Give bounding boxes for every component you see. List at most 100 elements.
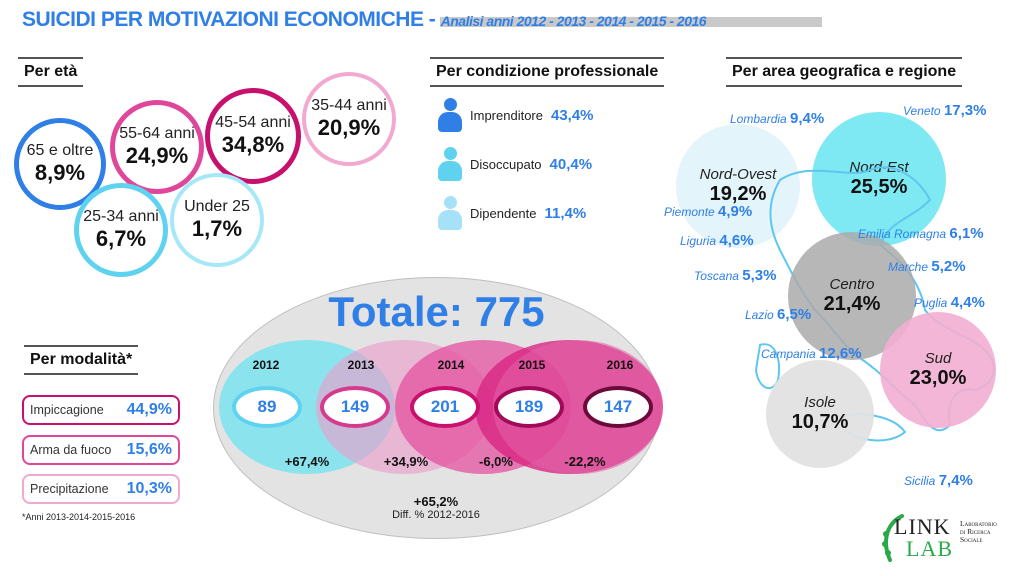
logo-tag-line: Laboratorio [960,519,997,528]
diff-2013-2014: +34,9% [383,454,429,469]
year-label-2012: 2012 [252,358,280,372]
region-name: Lazio [745,308,774,322]
year-value-2012: 89 [232,386,302,428]
title-main: SUICIDI PER MOTIVAZIONI ECONOMICHE - [22,8,441,31]
professional-heading: Per condizione professionale [430,57,665,87]
logo-tag-line: di Ricerca [960,527,991,536]
logo-word-lab: LAB [906,536,953,561]
modality-value: 15,6% [126,441,172,458]
region-name: Sicilia [904,474,936,488]
age-label: 25-34 anni [83,208,159,225]
age-label: 65 e oltre [26,142,94,159]
professional-row-unemployed: Disoccupato 40,4% [436,147,592,181]
region-sicilia: Sicilia 7,4% [904,472,973,489]
region-name: Marche [888,260,929,274]
area-sud: Sud 23,0% [880,312,996,428]
modality-label: Impiccagione [30,403,104,417]
region-liguria: Liguria 4,6% [680,232,754,249]
area-name: Sud [924,350,952,367]
year-value-2013: 149 [320,386,390,428]
modality-footnote: *Anni 2013-2014-2015-2016 [22,512,136,522]
region-name: Emilia Romagna [858,227,947,241]
area-name: Nord-Ovest [699,166,777,183]
area-value: 23,0% [909,367,967,389]
age-value: 6,7% [95,226,147,251]
logo-tag-line: Sociale [960,535,983,544]
region-lombardia: Lombardia 9,4% [730,110,824,127]
professional-value: 43,4% [550,106,594,124]
region-value: 17,3% [943,102,987,119]
professional-label: Imprenditore [470,107,543,123]
area-value: 21,4% [823,293,881,315]
region-value: 4,6% [719,232,754,249]
region-value: 4,4% [950,294,985,311]
year-label-2016: 2016 [606,358,634,372]
geo-heading: Per area geografica e regione [726,57,963,87]
region-campania: Campania 12,6% [761,345,862,362]
year-label-2014: 2014 [437,358,465,372]
title-underline [440,17,822,27]
modality-value: 44,9% [126,401,172,418]
person-icon [436,147,464,181]
professional-row-entrepreneur: Imprenditore 43,4% [436,98,594,132]
diff-2012-2013: +67,4% [284,454,330,469]
age-value: 8,9% [34,160,86,185]
year-value-2015: 189 [494,386,564,428]
region-name: Puglia [914,296,948,310]
logo-word-link: LINK [894,514,951,539]
age-heading: Per età [18,57,84,87]
modality-firearm: Arma da fuoco 15,6% [22,435,180,465]
age-circle-25-34: 25-34 anni 6,7% [74,183,168,277]
modality-label: Arma da fuoco [30,443,112,457]
laurel-icon [882,514,904,562]
region-value: 7,4% [938,472,973,489]
area-value: 25,5% [850,176,908,198]
age-circle-45-54: 45-54 anni 34,8% [205,88,301,184]
region-value: 6,1% [949,225,984,242]
region-value: 5,3% [742,267,777,284]
age-label: 45-54 anni [215,114,291,131]
region-puglia: Puglia 4,4% [914,294,985,311]
region-value: 5,2% [931,258,966,275]
region-lazio: Lazio 6,5% [745,306,811,323]
professional-value: 40,4% [549,155,593,173]
page-title: SUICIDI PER MOTIVAZIONI ECONOMICHE - Ana… [22,8,707,32]
modality-heading: Per modalità* [24,345,139,375]
age-value: 34,8% [221,132,285,157]
age-circle-under-25: Under 25 1,7% [170,173,264,267]
region-value: 6,5% [777,306,812,323]
region-piemonte: Piemonte 4,9% [664,203,752,220]
year-label-2015: 2015 [518,358,546,372]
modality-value: 10,3% [126,480,172,497]
age-label: Under 25 [184,198,250,215]
title-subtitle: Analisi anni 2012 - 2013 - 2014 - 2015 -… [440,13,707,29]
year-value-2016: 147 [583,386,653,428]
region-name: Toscana [694,269,739,283]
age-circle-35-44: 35-44 anni 20,9% [302,72,396,166]
year-value-2014: 201 [410,386,480,428]
diff-2014-2015: -6,0% [479,454,513,469]
region-marche: Marche 5,2% [888,258,966,275]
area-value: 10,7% [791,411,849,433]
region-value: 12,6% [819,345,862,362]
area-centro: Centro 21,4% [788,232,916,360]
professional-row-employee: Dipendente 11,4% [436,196,586,230]
region-emilia-romagna: Emilia Romagna 6,1% [858,225,984,242]
age-circle-55-64: 55-64 anni 24,9% [110,100,204,194]
age-value: 20,9% [317,115,381,140]
region-name: Lombardia [730,112,787,126]
region-value: 9,4% [790,110,825,127]
age-value: 24,9% [125,143,189,168]
professional-label: Disoccupato [470,156,542,172]
region-value: 4,9% [718,203,753,220]
total-diff-value: +65,2% [413,494,459,509]
age-value: 1,7% [191,216,243,241]
diff-2015-2016: -22,2% [564,454,606,469]
region-toscana: Toscana 5,3% [694,267,776,284]
age-label: 55-64 anni [119,125,195,142]
area-name: Centro [829,276,875,293]
total-title: Totale: 775 [328,288,545,335]
area-name: Isole [804,394,836,411]
person-icon [436,98,464,132]
year-label-2013: 2013 [347,358,375,372]
